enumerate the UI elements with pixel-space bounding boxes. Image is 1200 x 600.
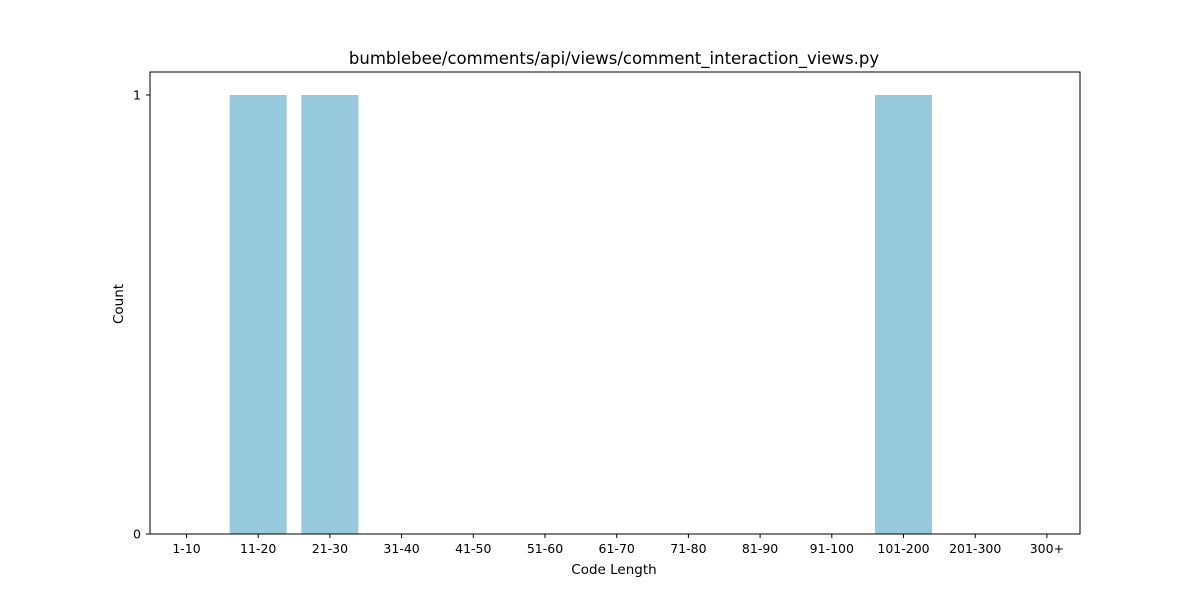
x-tick-label: 11-20 — [240, 541, 276, 556]
y-tick-label: 1 — [133, 88, 141, 103]
bar-101-200 — [875, 95, 932, 534]
bar-11-20 — [229, 95, 287, 534]
x-tick-label: 1-10 — [172, 541, 200, 556]
plot-area-frame — [149, 71, 1081, 535]
x-tick-label: 81-90 — [742, 541, 778, 556]
x-tick-label: 51-60 — [527, 541, 563, 556]
x-tick-label: 101-200 — [877, 541, 929, 556]
x-tick-label: 41-50 — [455, 541, 491, 556]
x-tick-label: 201-300 — [949, 541, 1001, 556]
y-axis-ticks: 01 — [133, 88, 150, 542]
x-tick-label: 31-40 — [383, 541, 419, 556]
x-tick-label: 21-30 — [312, 541, 348, 556]
x-tick-label: 300+ — [1030, 541, 1064, 556]
bars-group — [229, 95, 932, 534]
x-tick-label: 61-70 — [599, 541, 635, 556]
x-tick-label: 71-80 — [670, 541, 706, 556]
x-axis-label: Code Length — [571, 562, 656, 578]
x-axis-ticks: 1-10 11-20 21-30 31-40 41-50 51-60 61-70 71-80 8… — [172, 534, 1064, 556]
y-tick-label: 0 — [133, 527, 141, 542]
x-tick-label: 91-100 — [810, 541, 854, 556]
y-axis-label: Count — [111, 284, 127, 324]
bar-21-30 — [301, 95, 359, 534]
chart-title: bumblebee/comments/api/views/comment_int… — [349, 49, 879, 69]
